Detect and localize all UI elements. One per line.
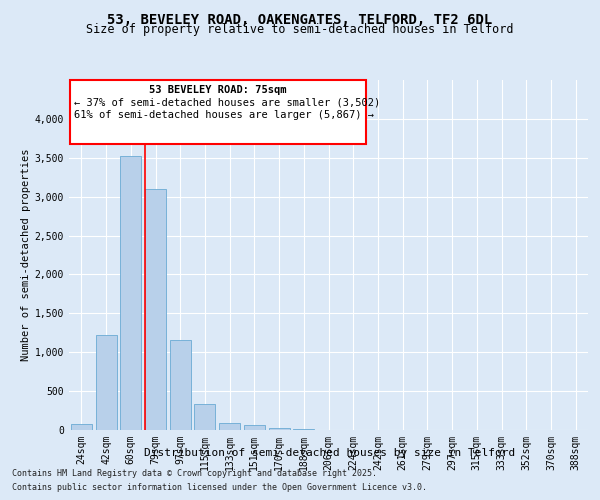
Bar	[70, 80, 365, 144]
Bar	[269, 428, 290, 430]
Bar	[145, 189, 166, 430]
Y-axis label: Number of semi-detached properties: Number of semi-detached properties	[20, 149, 31, 361]
Bar	[194, 404, 215, 430]
Bar	[170, 340, 191, 430]
Bar	[293, 429, 314, 430]
Text: Size of property relative to semi-detached houses in Telford: Size of property relative to semi-detach…	[86, 22, 514, 36]
Bar	[219, 422, 240, 430]
Text: 53 BEVELEY ROAD: 75sqm: 53 BEVELEY ROAD: 75sqm	[149, 84, 287, 94]
Text: 53, BEVELEY ROAD, OAKENGATES, TELFORD, TF2 6DL: 53, BEVELEY ROAD, OAKENGATES, TELFORD, T…	[107, 12, 493, 26]
Bar	[95, 335, 116, 430]
Text: Contains HM Land Registry data © Crown copyright and database right 2025.: Contains HM Land Registry data © Crown c…	[12, 468, 377, 477]
Bar	[120, 156, 141, 430]
Bar	[244, 425, 265, 430]
Text: 61% of semi-detached houses are larger (5,867) →: 61% of semi-detached houses are larger (…	[74, 110, 374, 120]
Text: Distribution of semi-detached houses by size in Telford: Distribution of semi-detached houses by …	[145, 448, 515, 458]
Text: ← 37% of semi-detached houses are smaller (3,502): ← 37% of semi-detached houses are smalle…	[74, 98, 380, 108]
Text: Contains public sector information licensed under the Open Government Licence v3: Contains public sector information licen…	[12, 484, 427, 492]
Bar	[71, 424, 92, 430]
